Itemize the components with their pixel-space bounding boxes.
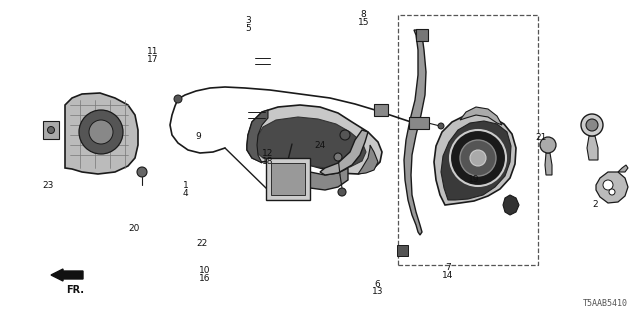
Text: 5: 5 bbox=[246, 24, 251, 33]
Circle shape bbox=[89, 120, 113, 144]
Polygon shape bbox=[460, 107, 502, 125]
Circle shape bbox=[586, 119, 598, 131]
Text: 3: 3 bbox=[246, 16, 251, 25]
Text: 10: 10 bbox=[199, 266, 211, 275]
Polygon shape bbox=[545, 153, 552, 175]
Text: 13: 13 bbox=[372, 287, 383, 296]
Text: 23: 23 bbox=[42, 181, 54, 190]
FancyBboxPatch shape bbox=[416, 29, 428, 41]
FancyBboxPatch shape bbox=[266, 158, 310, 200]
Circle shape bbox=[47, 126, 54, 133]
Text: FR.: FR. bbox=[66, 285, 84, 295]
Polygon shape bbox=[247, 110, 268, 163]
Circle shape bbox=[340, 130, 350, 140]
Polygon shape bbox=[618, 165, 628, 172]
Circle shape bbox=[334, 153, 342, 161]
Polygon shape bbox=[320, 130, 368, 175]
Polygon shape bbox=[503, 195, 519, 215]
Polygon shape bbox=[404, 30, 426, 235]
Circle shape bbox=[438, 123, 444, 129]
Circle shape bbox=[450, 130, 506, 186]
Text: 20: 20 bbox=[129, 224, 140, 233]
Text: 16: 16 bbox=[199, 274, 211, 283]
Text: 19: 19 bbox=[468, 175, 479, 184]
Circle shape bbox=[79, 110, 123, 154]
FancyArrow shape bbox=[51, 269, 83, 281]
Polygon shape bbox=[441, 121, 511, 200]
Polygon shape bbox=[255, 117, 366, 169]
Circle shape bbox=[581, 114, 603, 136]
Circle shape bbox=[137, 167, 147, 177]
Circle shape bbox=[470, 150, 486, 166]
Text: 14: 14 bbox=[442, 271, 454, 280]
Text: 15: 15 bbox=[358, 18, 369, 27]
Text: 6: 6 bbox=[375, 280, 380, 289]
Text: 18: 18 bbox=[262, 157, 273, 166]
Text: 2: 2 bbox=[593, 200, 598, 209]
FancyBboxPatch shape bbox=[409, 117, 429, 129]
Text: 1: 1 bbox=[183, 181, 188, 190]
FancyBboxPatch shape bbox=[374, 104, 388, 116]
Text: 7: 7 bbox=[445, 263, 451, 272]
Text: 24: 24 bbox=[314, 141, 326, 150]
Text: 9: 9 bbox=[196, 132, 201, 140]
Polygon shape bbox=[587, 136, 598, 160]
Text: 22: 22 bbox=[196, 239, 207, 248]
Circle shape bbox=[603, 180, 613, 190]
Circle shape bbox=[609, 189, 615, 195]
Text: T5AAB5410: T5AAB5410 bbox=[583, 299, 628, 308]
Polygon shape bbox=[434, 114, 516, 205]
FancyBboxPatch shape bbox=[43, 121, 59, 139]
Text: 17: 17 bbox=[147, 55, 158, 64]
Text: 4: 4 bbox=[183, 189, 188, 198]
FancyBboxPatch shape bbox=[271, 163, 305, 195]
Polygon shape bbox=[247, 105, 382, 174]
Circle shape bbox=[540, 137, 556, 153]
Polygon shape bbox=[65, 93, 138, 174]
Circle shape bbox=[174, 95, 182, 103]
Polygon shape bbox=[295, 165, 348, 190]
Text: 21: 21 bbox=[535, 133, 547, 142]
Text: 11: 11 bbox=[147, 47, 158, 56]
Text: 8: 8 bbox=[361, 10, 366, 19]
Polygon shape bbox=[596, 172, 628, 203]
Polygon shape bbox=[358, 145, 378, 174]
Text: 12: 12 bbox=[262, 149, 273, 158]
Circle shape bbox=[460, 140, 496, 176]
Circle shape bbox=[338, 188, 346, 196]
Bar bbox=[398, 15, 538, 265]
FancyBboxPatch shape bbox=[397, 245, 408, 256]
